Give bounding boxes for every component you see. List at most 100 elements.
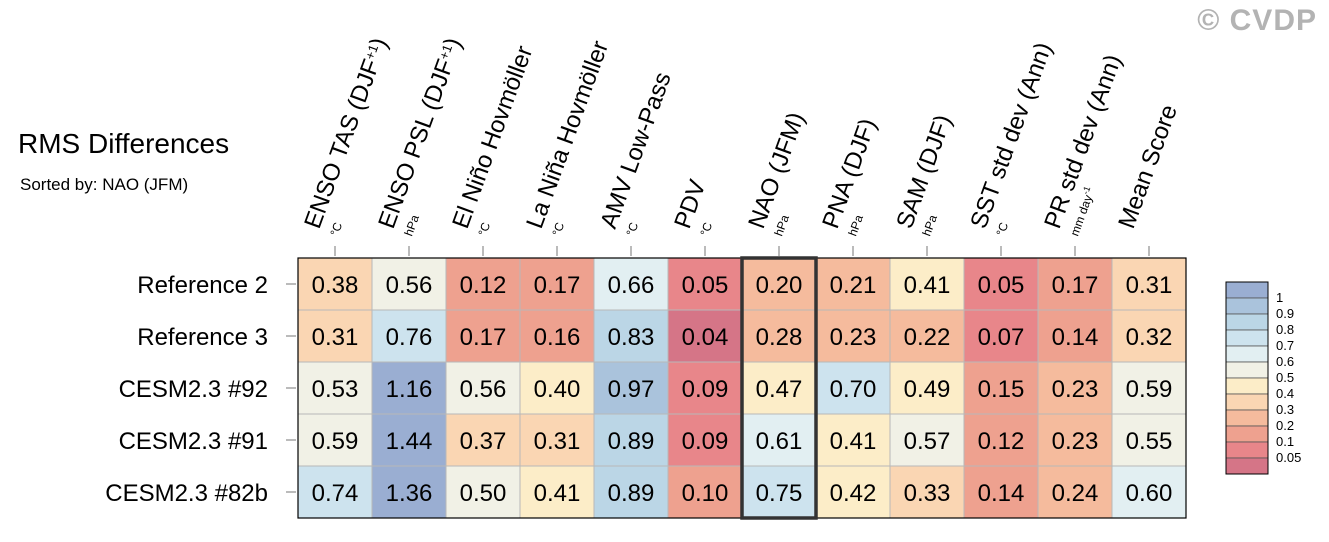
colorbar-label: 0.5 [1276, 370, 1294, 385]
colorbar-swatch [1225, 425, 1269, 443]
cell-cesm2-3-82b-4 [593, 465, 669, 519]
cell-reference-2-9 [963, 257, 1039, 311]
cell-value: 0.56 [460, 376, 507, 403]
colorbar-swatch [1225, 361, 1269, 379]
cell-cesm2-3-92-8 [889, 361, 965, 415]
column-label: ENSO PSL (DJF+1) [373, 34, 467, 232]
colorbar-label: 0.4 [1276, 386, 1294, 401]
cell-cesm2-3-91-3 [519, 413, 595, 467]
cell-value: 1.44 [386, 428, 433, 455]
colorbar-label: 1 [1276, 290, 1283, 305]
colorbar-swatch [1225, 457, 1269, 475]
cell-cesm2-3-91-1 [371, 413, 447, 467]
cell-value: 0.20 [756, 272, 803, 299]
cell-value: 0.75 [756, 480, 803, 507]
cell-reference-2-8 [889, 257, 965, 311]
cell-value: 0.49 [904, 376, 951, 403]
column-label: SST std dev (Ann) [965, 39, 1057, 232]
column-header-mean-score: Mean Score [1113, 101, 1183, 232]
row-label-reference-3: Reference 3 [137, 324, 268, 351]
cell-value: 0.33 [904, 480, 951, 507]
cell-cesm2-3-91-7 [815, 413, 891, 467]
column-unit: hPa [771, 213, 792, 238]
colorbar-frame [1225, 281, 1269, 475]
column-unit: °C [549, 220, 567, 238]
cell-reference-2-11 [1111, 257, 1187, 311]
cell-reference-2-0 [297, 257, 373, 311]
cell-value: 0.55 [1126, 428, 1173, 455]
column-label: El Niño Hovmöller [447, 42, 538, 232]
cell-value: 0.70 [830, 376, 877, 403]
cell-value: 0.16 [534, 324, 581, 351]
cell-reference-3-6 [741, 309, 817, 363]
colorbar-swatch [1225, 345, 1269, 363]
colorbar-swatch [1225, 393, 1269, 411]
cell-value: 0.40 [534, 376, 581, 403]
cell-reference-3-2 [445, 309, 521, 363]
cell-value: 0.23 [830, 324, 877, 351]
cell-reference-2-1 [371, 257, 447, 311]
row-label-cesm2-3-91: CESM2.3 #91 [119, 428, 268, 455]
colorbar-swatch [1225, 297, 1269, 315]
cell-value: 0.14 [978, 480, 1025, 507]
cell-value: 0.59 [312, 428, 359, 455]
cell-value: 0.21 [830, 272, 877, 299]
cell-reference-2-10 [1037, 257, 1113, 311]
cell-cesm2-3-92-0 [297, 361, 373, 415]
chart-title: RMS Differences [18, 128, 230, 159]
cell-cesm2-3-91-8 [889, 413, 965, 467]
cell-value: 0.60 [1126, 480, 1173, 507]
cell-cesm2-3-91-6 [741, 413, 817, 467]
cell-value: 0.12 [978, 428, 1025, 455]
watermark-cvdp: © CVDP [1197, 4, 1317, 37]
colorbar-swatch [1225, 329, 1269, 347]
cell-reference-2-4 [593, 257, 669, 311]
cell-value: 0.50 [460, 480, 507, 507]
cell-value: 0.15 [978, 376, 1025, 403]
cell-value: 0.32 [1126, 324, 1173, 351]
cell-value: 0.28 [756, 324, 803, 351]
column-label: Mean Score [1113, 101, 1183, 232]
column-unit: °C [697, 220, 715, 238]
colorbar-label: 0.1 [1276, 434, 1294, 449]
colorbar-swatch [1225, 441, 1269, 459]
column-unit: °C [623, 220, 641, 238]
cell-cesm2-3-91-10 [1037, 413, 1113, 467]
cell-value: 0.41 [904, 272, 951, 299]
cell-value: 0.23 [1052, 376, 1099, 403]
row-label-reference-2: Reference 2 [137, 272, 268, 299]
colorbar-swatch [1225, 313, 1269, 331]
cell-value: 0.89 [608, 428, 655, 455]
cell-value: 0.74 [312, 480, 359, 507]
cell-value: 0.53 [312, 376, 359, 403]
cell-reference-3-8 [889, 309, 965, 363]
cell-cesm2-3-82b-1 [371, 465, 447, 519]
column-label: PNA (DJF) [817, 115, 882, 232]
cell-value: 0.07 [978, 324, 1025, 351]
row-labels: Reference 2 Reference 3 CESM2.3 #92 CESM2.3… [105, 272, 296, 507]
colorbar-swatch [1225, 377, 1269, 395]
colorbar-label: 0.3 [1276, 402, 1294, 417]
cell-value: 0.09 [682, 428, 729, 455]
cell-value: 0.41 [830, 428, 877, 455]
heatmap-cells: 0.38 0.56 0.12 0.17 0.66 0.05 0.20 0.21 0.41 0.05… [297, 256, 1187, 520]
cell-reference-2-2 [445, 257, 521, 311]
cell-value: 0.76 [386, 324, 433, 351]
cell-value: 0.31 [312, 324, 359, 351]
cell-value: 0.57 [904, 428, 951, 455]
highlighted-column-frame [740, 256, 818, 520]
column-unit: hPa [401, 213, 422, 238]
cell-value: 0.89 [608, 480, 655, 507]
column-header-pdv: PDV°C [669, 176, 715, 238]
cell-cesm2-3-82b-5 [667, 465, 743, 519]
colorbar-label: 0.2 [1276, 418, 1294, 433]
cell-value: 0.24 [1052, 480, 1099, 507]
cell-value: 0.42 [830, 480, 877, 507]
cell-cesm2-3-91-5 [667, 413, 743, 467]
cell-value: 0.23 [1052, 428, 1099, 455]
row-label-cesm2-3-92: CESM2.3 #92 [119, 376, 268, 403]
column-unit: hPa [845, 213, 866, 238]
cell-value: 1.36 [386, 480, 433, 507]
cell-cesm2-3-82b-9 [963, 465, 1039, 519]
